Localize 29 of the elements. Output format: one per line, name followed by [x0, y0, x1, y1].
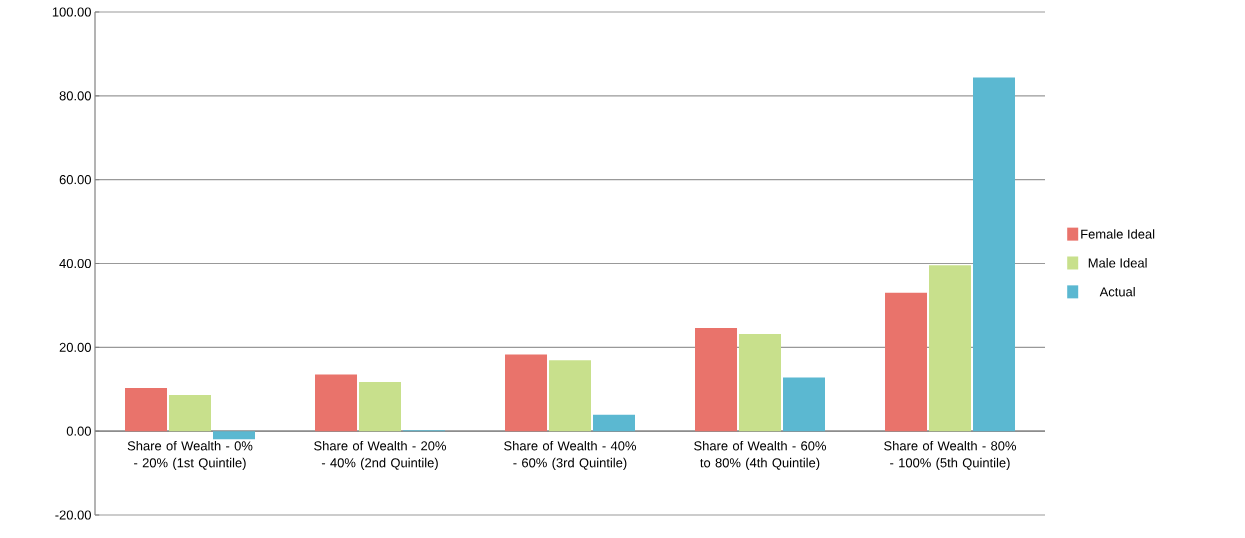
legend-label: Female Ideal: [1081, 229, 1155, 239]
bar: [315, 374, 358, 432]
y-tick-label: -20.00: [55, 510, 91, 520]
y-tick-label: 80.00: [59, 91, 91, 101]
x-tick-label: Share of Wealth - 80% - 100% (5th Quintile): [884, 440, 1017, 470]
bar: [885, 292, 928, 432]
bar: [359, 382, 401, 432]
bar: [783, 377, 825, 432]
x-tick-label: Share of Wealth - 0% - 20% (1st Quintile): [127, 440, 253, 470]
x-tick-label: Share of Wealth - 40% - 60% (3rd Quintile): [504, 440, 636, 470]
x-tick-label: Share of Wealth - 20% - 40% (2nd Quintile): [314, 440, 446, 470]
x-tick-label: Share of Wealth - 60% to 80% (4th Quintile): [694, 440, 827, 470]
bar: [549, 360, 591, 432]
legend-label: Male Ideal: [1088, 258, 1147, 268]
bar: [169, 395, 211, 432]
bar: [212, 431, 255, 440]
bar: [125, 387, 168, 432]
y-tick-label: 0.00: [66, 426, 91, 436]
legend-label: Actual: [1099, 286, 1135, 297]
bar: [739, 333, 782, 432]
bar: [695, 328, 738, 432]
y-tick-label: 100.00: [52, 7, 91, 17]
y-tick-label: 20.00: [59, 342, 91, 352]
bar: [593, 414, 635, 432]
y-tick-label: 60.00: [59, 175, 91, 185]
y-tick-label: 40.00: [59, 258, 91, 269]
bar: [973, 77, 1015, 432]
bar: [505, 354, 548, 432]
bar: [929, 265, 972, 432]
